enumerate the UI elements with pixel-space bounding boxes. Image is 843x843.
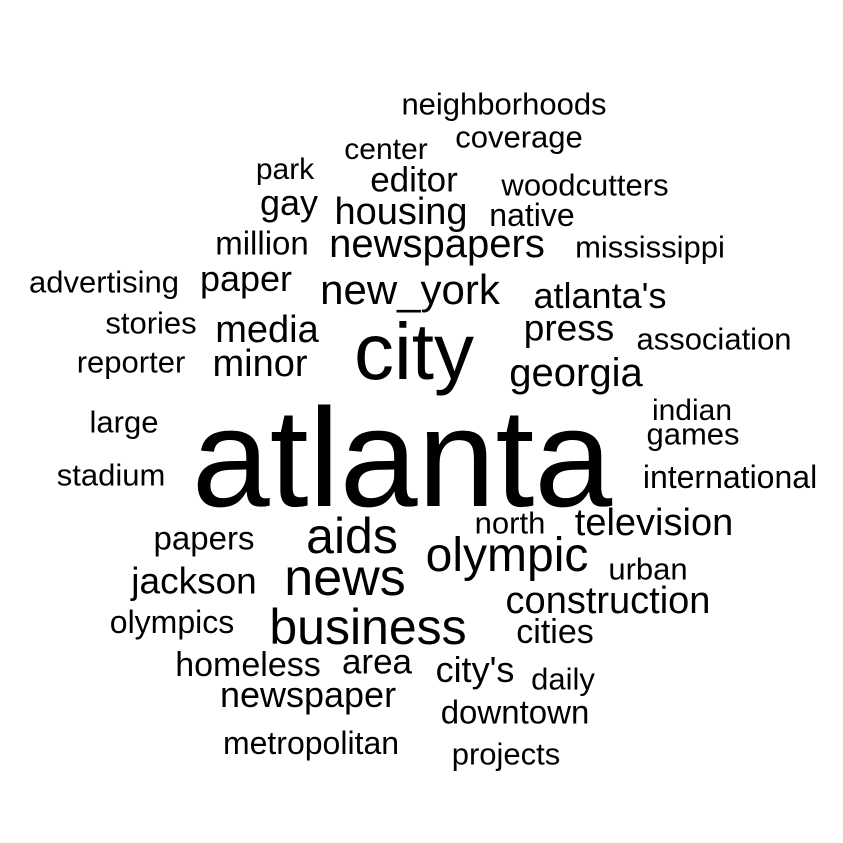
word-downtown: downtown — [440, 693, 590, 731]
word-construction: construction — [505, 580, 711, 622]
word-newspapers: newspapers — [329, 222, 545, 266]
word-stories: stories — [105, 305, 197, 341]
word-games: games — [646, 416, 740, 452]
word-international: international — [642, 459, 818, 495]
word-coverage: coverage — [455, 119, 583, 155]
word-native: native — [489, 197, 575, 233]
word-news: news — [284, 549, 406, 607]
word-new-york: new_york — [320, 266, 500, 313]
word-georgia: georgia — [509, 351, 643, 395]
word-mississippi: mississippi — [575, 229, 725, 265]
word-editor: editor — [370, 160, 458, 200]
word-television: television — [574, 502, 734, 544]
word-stadium: stadium — [56, 457, 166, 493]
word-minor: minor — [212, 343, 308, 385]
word-million: million — [215, 224, 309, 262]
word-aids: aids — [306, 508, 398, 564]
word-projects: projects — [451, 736, 561, 772]
word-media: media — [215, 309, 319, 351]
word-atlantas: atlanta's — [533, 275, 667, 316]
word-center: center — [344, 133, 428, 166]
word-advertising: advertising — [29, 264, 179, 300]
word-newspaper: newspaper — [219, 674, 397, 715]
word-jackson: jackson — [131, 560, 257, 602]
word-olympic: olympic — [425, 529, 589, 582]
word-housing: housing — [334, 191, 468, 233]
word-paper: paper — [199, 258, 293, 299]
word-urban: urban — [608, 551, 688, 587]
word-association: association — [636, 321, 792, 357]
word-neighborhoods: neighborhoods — [401, 86, 607, 122]
word-area: area — [341, 642, 413, 682]
word-homeless: homeless — [175, 646, 321, 684]
word-large: large — [89, 404, 159, 440]
word-business: business — [269, 599, 467, 655]
word-papers: papers — [153, 519, 255, 557]
word-olympics: olympics — [109, 604, 235, 640]
word-gay: gay — [259, 182, 319, 223]
word-reporter: reporter — [76, 344, 186, 380]
word-north: north — [474, 505, 546, 541]
word-daily: daily — [531, 661, 595, 697]
word-citys: city's — [435, 649, 515, 690]
word-woodcutters: woodcutters — [501, 167, 669, 203]
word-city: city — [354, 307, 474, 396]
word-press: press — [523, 307, 615, 349]
word-atlanta: atlanta — [191, 379, 613, 536]
word-cities: cities — [516, 613, 594, 651]
word-metropolitan: metropolitan — [222, 725, 400, 761]
word-park: park — [255, 153, 315, 186]
word-indian: indian — [651, 394, 733, 427]
